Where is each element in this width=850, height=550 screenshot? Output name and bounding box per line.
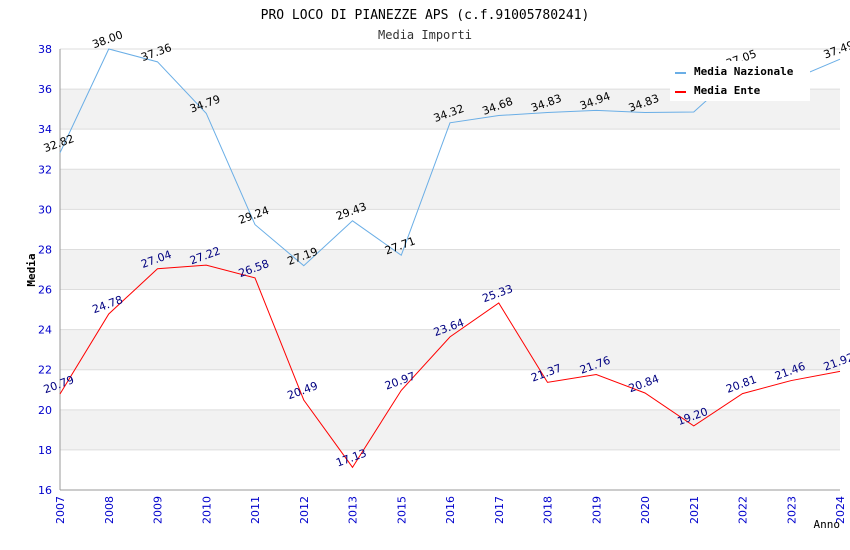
y-tick-label: 34 [38,123,52,136]
y-tick-label: 38 [38,43,52,56]
y-tick-label: 26 [38,284,52,297]
data-label: 24.78 [91,293,125,316]
x-tick-label: 2021 [688,496,701,524]
x-tick-label: 2024 [834,496,847,524]
data-label: 37.36 [139,41,173,64]
chart-title: PRO LOCO DI PIANEZZE APS (c.f.9100578024… [261,8,590,23]
data-label: 20.81 [724,373,758,396]
grid-bands [60,89,840,450]
y-tick-label: 36 [38,83,52,96]
y-tick-label: 28 [38,243,52,256]
legend-label-media-nazionale: Media Nazionale [694,65,794,78]
x-tick-label: 2018 [542,496,555,524]
chart-subtitle: Media Importi [378,28,472,42]
grid-band [60,249,840,290]
x-tick-label: 2016 [444,496,457,524]
grid-band [60,169,840,210]
y-tick-labels: 16 18 20 22 24 26 28 30 32 34 36 38 [38,43,52,497]
x-tick-label: 2008 [103,496,116,524]
data-label: 20.84 [627,372,661,395]
y-tick-label: 18 [38,444,52,457]
y-tick-label: 24 [38,324,52,337]
y-tick-label: 20 [38,404,52,417]
x-tick-label: 2013 [347,496,360,524]
y-tick-label: 30 [38,203,52,216]
x-axis-label: Anno [814,518,841,531]
x-tick-label: 2015 [395,496,408,524]
legend: Media Nazionale Media Ente [670,61,810,101]
data-label: 20.49 [286,379,320,402]
series-line-1 [59,264,841,469]
x-tick-label: 2020 [639,496,652,524]
y-tick-label: 22 [38,364,52,377]
x-tick-label: 2010 [200,496,213,524]
data-label: 20.97 [383,370,417,393]
y-axis-label: Media [25,253,38,286]
legend-label-media-ente: Media Ente [694,84,761,97]
x-tick-label: 2022 [737,496,750,524]
x-tick-label: 2023 [785,496,798,524]
data-label: 37.49 [822,38,850,61]
y-tick-label: 32 [38,163,52,176]
x-tick-label: 2007 [54,496,67,524]
x-tick-label: 2019 [590,496,603,524]
x-tick-labels: 2007 2008 2009 2010 2011 2012 2013 2015 2016 2017… [54,496,847,524]
x-tick-label: 2011 [249,496,262,524]
y-tick-label: 16 [38,484,52,497]
grid-band [60,409,840,450]
x-tick-label: 2012 [298,496,311,524]
x-tick-label: 2017 [493,496,506,524]
legend-box [670,61,810,101]
x-tick-label: 2009 [152,496,165,524]
data-label: 38.00 [91,28,125,51]
grid-band [60,329,840,370]
